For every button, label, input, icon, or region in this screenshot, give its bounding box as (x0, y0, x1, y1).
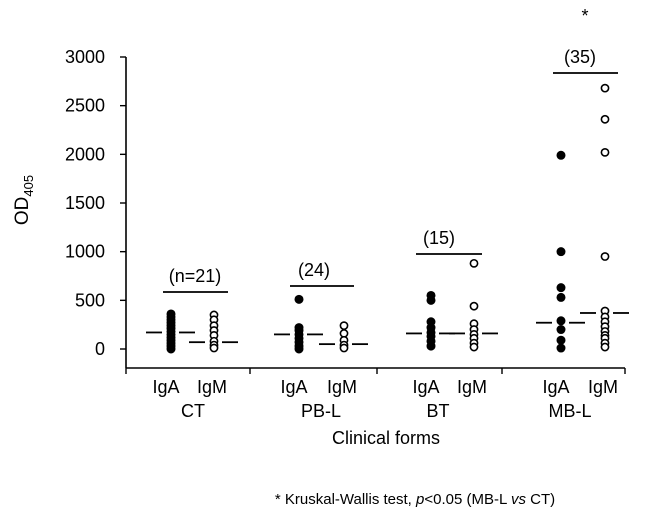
y-tick-label: 0 (95, 339, 105, 359)
iga-point (294, 294, 304, 304)
igm-point (600, 83, 610, 93)
iga-tick-label: IgA (542, 377, 569, 397)
iga-point (556, 325, 566, 335)
iga-tick-label: IgA (152, 377, 179, 397)
iga-point (556, 283, 566, 293)
n-label: (15) (423, 228, 455, 248)
footnote-vs: vs (511, 491, 527, 508)
footnote-suffix: CT) (526, 491, 555, 508)
igm-point (469, 258, 479, 268)
y-tick-label: 2000 (65, 144, 105, 164)
group-label: BT (426, 401, 449, 421)
y-tick-label: 1000 (65, 242, 105, 262)
n-label: (35) (564, 47, 596, 67)
y-axis-label: OD405 (12, 175, 36, 225)
group-ct: (n=21) IgA IgM CT (146, 266, 238, 421)
footnote-p: p (415, 491, 424, 508)
group-bt: (15) IgA IgM BT (406, 228, 498, 421)
igm-point (600, 252, 610, 261)
iga-point (294, 344, 304, 354)
y-tick-label: 3000 (65, 47, 105, 67)
y-axis-label-main: OD (12, 197, 33, 226)
igm-point (469, 301, 479, 311)
footnote-prefix: * Kruskal-Wallis test, (275, 491, 416, 508)
iga-point (166, 344, 176, 354)
y-tick-label: 500 (75, 290, 105, 310)
iga-point (556, 247, 566, 257)
x-ticks (125, 368, 626, 374)
iga-tick-label: IgA (280, 377, 307, 397)
igm-point (469, 342, 479, 352)
iga-point (556, 292, 566, 302)
footnote-middle: <0.05 (MB-L (424, 491, 511, 508)
footnote: * Kruskal-Wallis test, p<0.05 (MB-L vs C… (275, 491, 555, 508)
x-axis-title: Clinical forms (332, 428, 440, 448)
igm-point (600, 147, 610, 157)
y-axis-label-text: OD405 (12, 175, 36, 225)
igm-tick-label: IgM (327, 377, 357, 397)
igm-point (339, 343, 349, 353)
iga-point (426, 295, 436, 305)
iga-tick-label: IgA (412, 377, 439, 397)
iga-point (556, 150, 566, 160)
iga-point (426, 341, 436, 351)
iga-point (556, 343, 566, 353)
iga-point (556, 335, 566, 345)
igm-tick-label: IgM (588, 377, 618, 397)
igm-point (600, 342, 610, 352)
iga-point (556, 316, 566, 326)
data-groups: (n=21) IgA IgM CT (24) IgA IgM PB-L (15) IgA IgM BT… (146, 47, 629, 421)
igm-point (339, 321, 349, 331)
y-ticks: 0 500 1000 1500 2000 2500 3000 (65, 47, 126, 359)
group-label: MB-L (548, 401, 591, 421)
group-label: CT (181, 401, 205, 421)
group-label: PB-L (301, 401, 341, 421)
igm-tick-label: IgM (457, 377, 487, 397)
group-pb-l: (24) IgA IgM PB-L (274, 260, 368, 421)
igm-point (209, 343, 219, 353)
n-label: (n=21) (169, 266, 222, 286)
n-label: (24) (298, 260, 330, 280)
group-mb-l: (35) IgA IgM MB-L (536, 47, 629, 421)
igm-point (600, 114, 610, 124)
y-axis-label-subscript: 405 (21, 175, 36, 197)
igm-tick-label: IgM (197, 377, 227, 397)
significance-marker: * (581, 6, 588, 26)
y-tick-label: 2500 (65, 96, 105, 116)
y-tick-label: 1500 (65, 193, 105, 213)
